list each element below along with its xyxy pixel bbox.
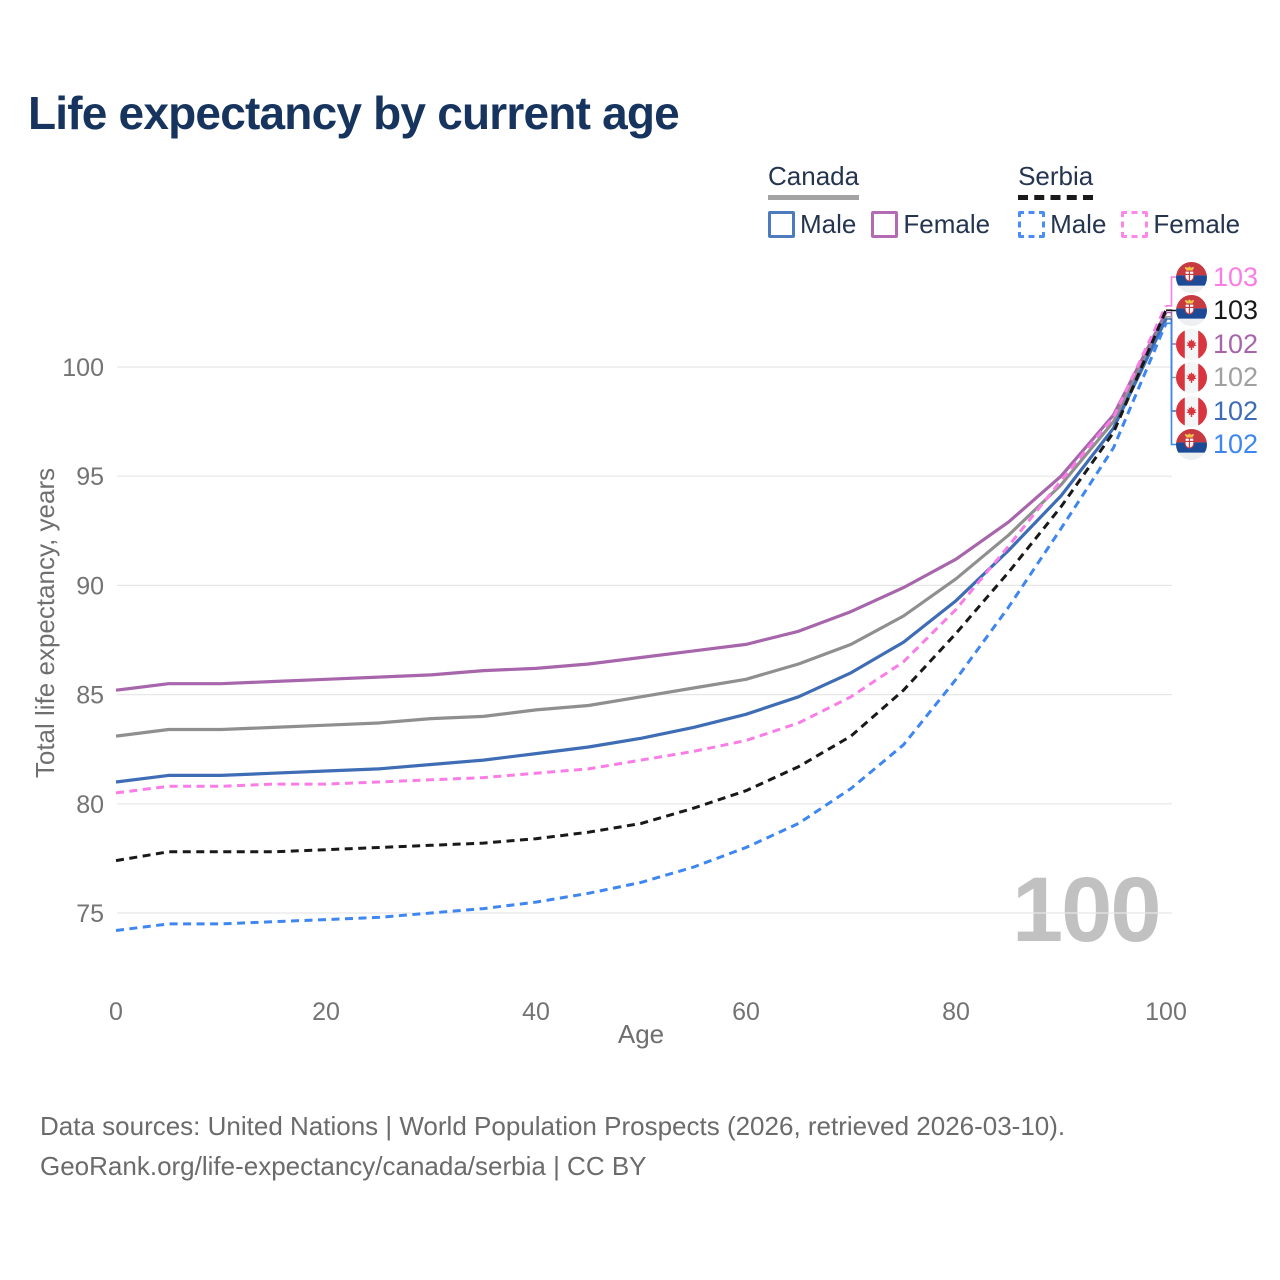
footer: Data sources: United Nations | World Pop… [40, 1106, 1065, 1186]
legend-item-canada-male: Male [768, 209, 856, 240]
legend-item-label: Male [800, 209, 857, 239]
y-tick-label: 90 [76, 572, 104, 600]
leader-line [1166, 276, 1176, 307]
x-tick-label: 80 [942, 998, 970, 1026]
legend-item-serbia-female: Female [1121, 209, 1240, 240]
watermark-age-100: 100 [1012, 859, 1161, 961]
legend-item-canada-female: Female [871, 209, 990, 240]
footer-source-line: Data sources: United Nations | World Pop… [40, 1111, 1066, 1141]
leader-line [1166, 322, 1176, 446]
series-line-serbia-both-sexes [115, 309, 1168, 863]
legend-item-serbia-male: Male [1018, 209, 1106, 240]
legend-group-title: Canada [768, 161, 860, 200]
page-title: Life expectancy by current age [28, 87, 680, 139]
legend-group-title: Serbia [1018, 161, 1094, 200]
y-tick-label: 100 [62, 354, 104, 382]
legend-group-serbia: Serbia Male Female [1018, 161, 1240, 240]
legend-swatch [768, 211, 795, 238]
legend-item-label: Female [903, 209, 991, 239]
legend-item-label: Male [1050, 209, 1107, 239]
series-line-canada-male [115, 318, 1168, 784]
legend-item-label: Female [1153, 209, 1241, 239]
footer-attribution-line: GeoRank.org/life-expectancy/canada/serbi… [40, 1151, 647, 1181]
series-line-canada-both-sexes [115, 316, 1168, 738]
series-line-serbia-female [115, 305, 1168, 795]
series-line-serbia-male [115, 322, 1168, 932]
y-tick-label: 80 [76, 791, 104, 819]
series-line-canada-female [115, 311, 1168, 692]
x-tick-label: 20 [312, 998, 340, 1026]
legend-swatch [1018, 211, 1046, 238]
x-tick-label: 0 [109, 998, 123, 1026]
legend-group-canada: Canada Male Female [768, 161, 990, 240]
y-tick-label: 75 [76, 900, 104, 928]
legend-swatch [871, 211, 899, 238]
legend: Canada Male Female Serbia Male Female [768, 161, 1240, 240]
y-tick-label: 95 [76, 463, 104, 491]
x-axis-title: Age [617, 1019, 665, 1049]
y-tick-label: 85 [76, 682, 104, 710]
x-tick-label: 60 [732, 998, 760, 1026]
x-tick-label: 100 [1145, 998, 1187, 1026]
x-tick-label: 40 [522, 998, 550, 1026]
legend-swatch [1121, 211, 1149, 238]
